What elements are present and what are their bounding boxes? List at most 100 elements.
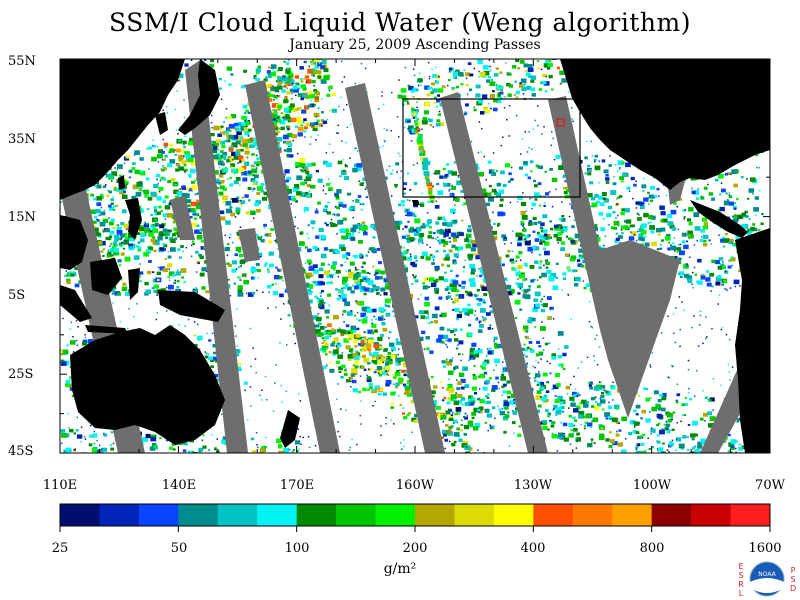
cloud-pixel (414, 279, 419, 283)
cloud-pixel (94, 231, 100, 236)
cloud-pixel (116, 226, 122, 231)
cloud-pixel (661, 239, 664, 242)
cloud-pixel (325, 347, 328, 350)
cloud-pixel (645, 397, 651, 402)
cloud-pixel (711, 458, 715, 461)
cloud-pixel (429, 322, 432, 325)
cloud-pixel (533, 377, 536, 379)
cloud-pixel (348, 334, 354, 339)
cloud-pixel (733, 207, 737, 210)
cloud-pixel (162, 213, 168, 218)
cloud-pixel (719, 454, 724, 458)
cloud-pixel (719, 193, 722, 196)
cloud-pixel (497, 222, 501, 226)
cloud-pixel (721, 283, 724, 286)
cloud-pixel (358, 319, 361, 322)
cloud-pixel (543, 394, 548, 398)
cloud-pixel (375, 318, 378, 321)
cloud-pixel (108, 204, 112, 208)
cloud-pixel (638, 394, 641, 397)
cloud-pixel (352, 364, 356, 367)
cloud-pixel (473, 67, 476, 70)
cloud-pixel (151, 287, 155, 290)
cloud-pixel (745, 215, 749, 218)
cloud-pixel (486, 413, 492, 418)
cloud-pixel (525, 72, 531, 77)
cloud-pixel (176, 90, 178, 92)
cloud-pixel (425, 336, 430, 340)
cloud-pixel (551, 356, 556, 360)
cloud-pixel (556, 407, 562, 412)
cloud-pixel (470, 282, 476, 287)
cloud-pixel (446, 401, 451, 405)
cloud-pixel (329, 109, 332, 112)
cloud-pixel (444, 271, 447, 274)
cloud-pixel (322, 59, 327, 64)
cloud-pixel (242, 177, 248, 182)
cloud-pixel (660, 227, 666, 232)
cloud-pixel (426, 180, 430, 183)
cloud-pixel (464, 401, 470, 407)
cloud-pixel (481, 316, 484, 318)
cloud-pixel (465, 446, 468, 448)
cloud-pixel (496, 170, 499, 172)
cloud-pixel (724, 461, 727, 463)
cloud-pixel (656, 440, 661, 444)
cloud-pixel (411, 417, 417, 422)
cloud-pixel (574, 233, 581, 239)
cloud-pixel (267, 460, 270, 463)
cloud-pixel (631, 224, 635, 228)
cloud-pixel (748, 218, 751, 220)
cloud-pixel (556, 66, 560, 70)
cloud-pixel (292, 108, 297, 112)
cloud-pixel (702, 225, 708, 230)
cloud-pixel (491, 188, 497, 193)
cloud-pixel (644, 449, 647, 452)
cloud-pixel (477, 303, 481, 307)
cloud-pixel (272, 109, 276, 112)
cloud-pixel (224, 80, 226, 82)
cloud-pixel (657, 422, 661, 425)
cloud-pixel (670, 244, 673, 246)
cloud-pixel (728, 259, 732, 262)
cloud-pixel (316, 332, 321, 336)
cloud-pixel (443, 334, 449, 339)
cloud-pixel (116, 230, 123, 235)
cloud-pixel (483, 106, 488, 111)
cloud-pixel (323, 75, 329, 81)
cloud-pixel (230, 163, 236, 168)
cloud-pixel (578, 410, 585, 416)
cloud-pixel (511, 260, 515, 264)
cloud-pixel (562, 367, 566, 370)
cloud-pixel (350, 373, 355, 377)
cloud-pixel (456, 387, 460, 391)
cloud-pixel (478, 121, 481, 123)
cloud-pixel (586, 356, 589, 359)
cloud-pixel (250, 178, 256, 182)
cloud-pixel (269, 94, 274, 98)
cloud-pixel (624, 208, 630, 213)
cloud-pixel (508, 84, 514, 88)
cloud-pixel (454, 365, 459, 369)
cloud-pixel (170, 247, 176, 252)
cloud-pixel (255, 77, 260, 82)
cloud-pixel (152, 241, 157, 245)
cloud-pixel (524, 240, 531, 246)
cloud-pixel (294, 75, 299, 79)
cloud-pixel (738, 459, 741, 461)
cloud-pixel (229, 176, 233, 180)
cloud-pixel (645, 388, 648, 390)
cloud-pixel (453, 432, 460, 437)
cloud-pixel (137, 241, 141, 244)
cloud-pixel (542, 229, 548, 233)
cloud-pixel (144, 228, 150, 233)
cloud-pixel (460, 83, 464, 86)
cloud-pixel (659, 247, 662, 250)
cloud-pixel (594, 165, 601, 171)
cloud-pixel (162, 167, 167, 171)
cloud-pixel (470, 239, 476, 244)
cloud-pixel (267, 73, 273, 77)
cloud-pixel (352, 284, 355, 287)
cloud-pixel (189, 216, 193, 219)
cloud-pixel (210, 365, 214, 369)
